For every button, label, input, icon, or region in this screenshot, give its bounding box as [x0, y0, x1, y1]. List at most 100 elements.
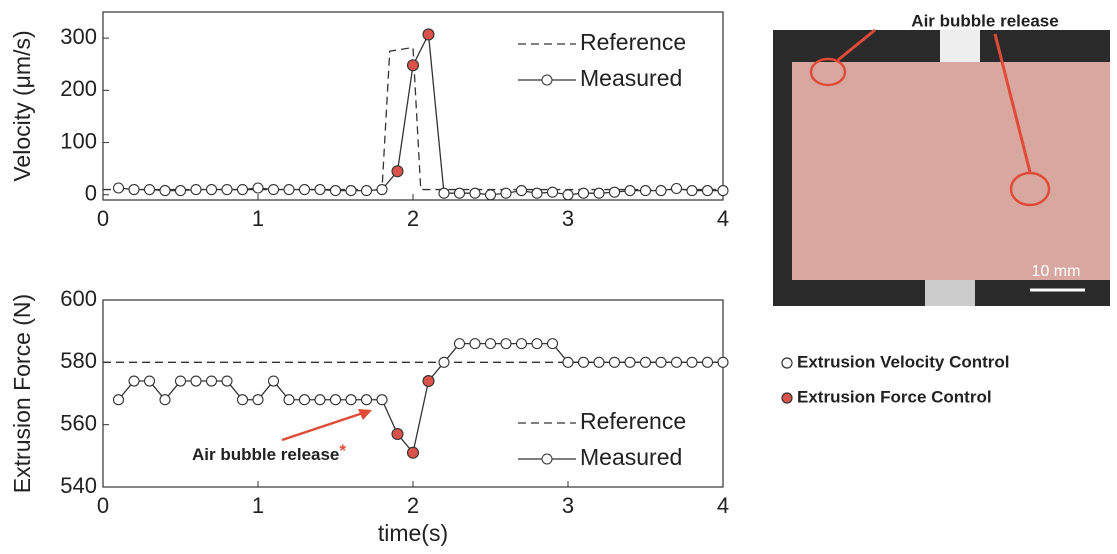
data-point — [701, 356, 714, 368]
data-point — [252, 394, 264, 406]
y-tick-label: 540 — [60, 473, 97, 498]
data-point — [205, 184, 218, 196]
data-point — [453, 338, 466, 350]
data-point — [252, 182, 264, 194]
y-tick-label: 600 — [60, 286, 97, 311]
data-point — [174, 185, 187, 197]
nozzle-top — [940, 30, 980, 62]
data-point — [406, 59, 420, 72]
series-line — [103, 46, 723, 191]
annotation-mark: * — [339, 441, 346, 460]
data-point — [593, 356, 605, 368]
data-point — [515, 185, 528, 197]
x-tick-label: 3 — [562, 206, 574, 231]
arrow — [837, 28, 876, 62]
data-point — [190, 375, 202, 387]
legend-label: Reference — [580, 29, 686, 55]
data-point — [406, 446, 420, 459]
data-point — [314, 184, 326, 196]
annotation-arrow — [281, 410, 367, 442]
data-point — [546, 186, 559, 198]
data-point — [438, 187, 450, 199]
data-point — [500, 338, 512, 350]
x-tick-label: 4 — [717, 206, 729, 231]
y-tick-label: 560 — [60, 410, 97, 435]
data-point — [314, 394, 326, 406]
data-point — [515, 338, 528, 350]
y-axis-label: Extrusion Force (N) — [9, 294, 35, 493]
legend-marker — [541, 74, 553, 86]
x-tick-label: 2 — [407, 206, 419, 231]
data-point — [422, 28, 435, 41]
data-point — [686, 185, 698, 197]
annotation-text: Air bubble release — [192, 445, 339, 464]
data-point — [577, 356, 590, 368]
data-point — [329, 394, 342, 406]
data-point — [422, 374, 435, 388]
data-point — [236, 184, 249, 196]
data-point — [639, 356, 652, 368]
series-line — [118, 32, 723, 196]
data-point — [360, 185, 373, 197]
data-point — [376, 184, 388, 196]
data-point — [670, 356, 683, 368]
data-point — [267, 375, 280, 387]
data-point — [391, 165, 404, 178]
data-point — [391, 427, 404, 441]
arrow — [993, 33, 1032, 173]
data-point — [283, 394, 295, 406]
data-point — [655, 185, 667, 197]
data-point — [686, 356, 698, 368]
data-point — [593, 187, 605, 199]
data-point — [701, 185, 714, 197]
data-point — [717, 356, 729, 368]
nozzle-bottom — [925, 280, 975, 306]
x-tick-label: 1 — [252, 206, 264, 231]
y-tick-label: 0 — [85, 181, 97, 206]
legend-label: Extrusion Velocity Control — [797, 352, 1010, 371]
data-point — [112, 182, 125, 194]
data-point — [159, 185, 171, 197]
data-point — [562, 356, 574, 368]
annotation-arrowhead — [358, 409, 372, 420]
legend-marker — [781, 392, 793, 404]
legend-label: Extrusion Force Control — [797, 387, 992, 406]
data-point — [531, 338, 543, 350]
data-point — [112, 394, 125, 406]
y-tick-label: 580 — [60, 348, 97, 373]
data-point — [345, 185, 357, 197]
data-point — [577, 187, 590, 199]
data-point — [329, 185, 342, 197]
x-axis-label: time(s) — [378, 520, 448, 546]
data-point — [500, 187, 512, 199]
data-point — [608, 356, 621, 368]
data-point — [205, 375, 218, 387]
bubble-circle — [1009, 171, 1051, 207]
annotation: Air bubble release* — [192, 441, 346, 464]
data-point — [283, 184, 295, 196]
data-point — [453, 187, 466, 199]
data-point — [376, 394, 388, 406]
legend-marker — [781, 357, 793, 369]
photo-annotation: Air bubble release — [911, 11, 1058, 30]
data-point — [484, 189, 497, 201]
data-point — [624, 356, 636, 368]
data-point — [143, 184, 156, 196]
x-tick-label: 0 — [97, 206, 109, 231]
photo: Air bubble release 10 mm — [773, 11, 1110, 306]
legend-marker — [541, 453, 553, 465]
data-point — [624, 185, 636, 197]
data-point — [562, 189, 574, 201]
data-point — [360, 394, 373, 406]
legend-label: Reference — [580, 408, 686, 434]
x-tick-label: 3 — [562, 493, 574, 518]
data-point — [546, 338, 559, 350]
y-axis-label: Velocity (μm/s) — [9, 30, 35, 181]
data-point — [143, 375, 156, 387]
data-point — [469, 187, 481, 199]
x-tick-label: 0 — [97, 493, 109, 518]
data-point — [221, 375, 233, 387]
data-point — [345, 394, 357, 406]
data-point — [639, 185, 652, 197]
